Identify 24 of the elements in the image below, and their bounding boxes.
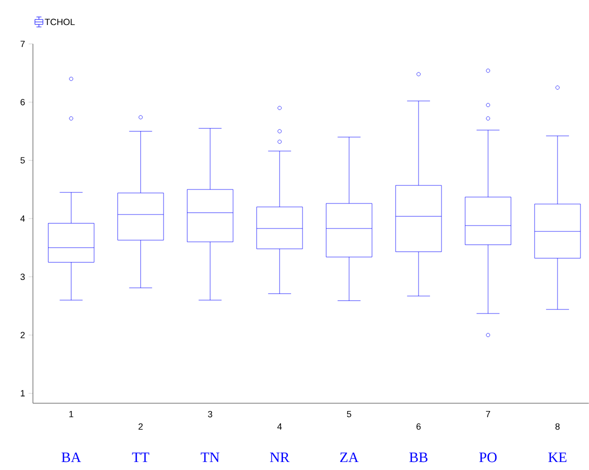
y-tick-label: 2 <box>20 332 25 338</box>
x-tick-label: 3 <box>208 410 212 418</box>
x-tick-label: 4 <box>277 423 282 430</box>
text: BB <box>409 452 428 462</box>
x-tick-label: 6 <box>416 423 421 430</box>
text: PO <box>479 452 497 462</box>
text: TT <box>132 452 150 462</box>
text: TN <box>200 452 220 462</box>
y-tick-label: 5 <box>20 157 25 164</box>
x-tick-label: 5 <box>346 410 352 418</box>
y-tick-label: 4 <box>20 215 25 222</box>
x-tick-label: 2 <box>138 423 143 430</box>
y-tick-label: 7 <box>20 40 25 47</box>
text: ZA <box>340 452 359 462</box>
legend-label: TCHOL <box>44 18 75 26</box>
text: NR <box>270 452 290 462</box>
y-tick-label: 1 <box>20 390 25 396</box>
x-tick-label: 1 <box>69 410 74 418</box>
y-tick-label: 6 <box>20 98 25 106</box>
x-tick-label: 7 <box>486 410 490 418</box>
text: KE <box>548 452 566 462</box>
y-tick-label: 3 <box>20 274 25 280</box>
x-tick-label: 8 <box>555 423 560 430</box>
text: BA <box>62 452 82 462</box>
